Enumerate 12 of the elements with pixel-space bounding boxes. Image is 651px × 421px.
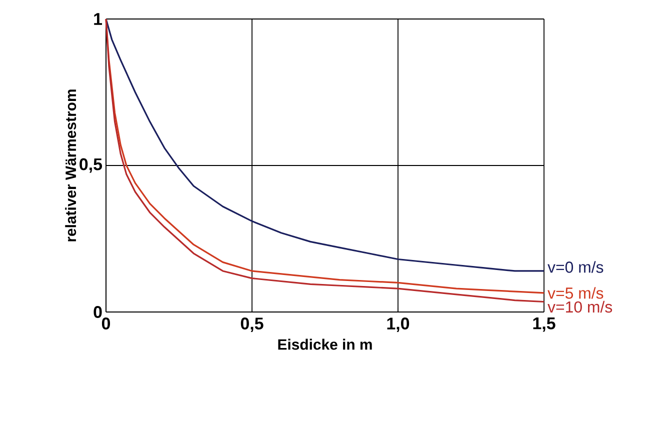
x-tick-label: 0,5 <box>240 318 264 332</box>
series-label: v=5 m/s <box>548 287 604 299</box>
y-tick-label: 0 <box>94 306 102 318</box>
x-tick-label: 1,5 <box>533 318 556 332</box>
y-tick-label: 1 <box>94 13 102 25</box>
series-label: v=0 m/s <box>548 261 604 273</box>
y-tick-label: 0,5 <box>80 158 102 173</box>
x-tick-label: 0 <box>102 318 110 330</box>
series-label: v=10 m/s <box>548 300 612 313</box>
x-tick-label: 1,0 <box>387 318 410 332</box>
x-axis-title: Eisdicke in m <box>278 338 372 350</box>
y-axis-title: relativer Wärmestrom <box>65 90 76 242</box>
